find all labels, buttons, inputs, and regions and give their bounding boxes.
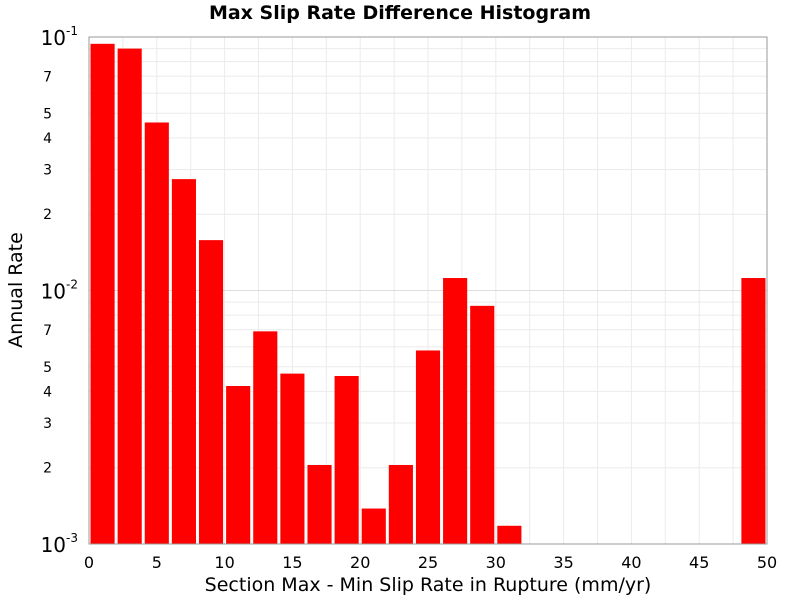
histogram-bar [361, 508, 386, 544]
y-tick-label: 10-1 [41, 24, 78, 50]
x-tick-label: 5 [152, 553, 162, 572]
x-tick-label: 15 [282, 553, 302, 572]
histogram-bar [741, 278, 766, 544]
x-axis-label: Section Max - Min Slip Rate in Rupture (… [205, 574, 652, 596]
y-minor-tick-label: 5 [43, 360, 52, 376]
x-tick-label: 40 [621, 553, 641, 572]
y-axis-ticks: 10-3 10-2 10-1 2 3 4 5 7 2 3 4 5 7 [41, 24, 78, 557]
histogram-bar [443, 278, 468, 544]
x-tick-label: 35 [553, 553, 573, 572]
histogram-bar [280, 373, 305, 544]
y-minor-tick-label: 7 [43, 69, 52, 85]
histogram-bar [415, 350, 441, 544]
histogram-bar [470, 305, 495, 544]
chart-title: Max Slip Rate Difference Histogram [208, 2, 592, 24]
y-minor-tick-label: 2 [43, 461, 52, 477]
x-tick-label: 10 [214, 553, 234, 572]
histogram-bar [497, 525, 522, 544]
x-tick-label: 45 [689, 553, 709, 572]
y-minor-tick-label: 3 [43, 163, 52, 179]
histogram-bar [171, 179, 196, 545]
y-tick-label: 10-2 [41, 278, 78, 304]
x-tick-label: 20 [350, 553, 370, 572]
x-axis-ticks: 0 5 10 15 20 25 30 35 40 45 50 [84, 553, 777, 572]
x-tick-label: 25 [418, 553, 438, 572]
x-tick-label: 0 [84, 553, 94, 572]
y-minor-tick-label: 3 [43, 416, 52, 432]
y-axis-label: Annual Rate [5, 232, 27, 348]
y-minor-tick-label: 4 [43, 384, 52, 400]
histogram-bar [226, 386, 251, 544]
histogram-bar [253, 331, 278, 544]
y-minor-tick-label: 2 [43, 207, 52, 223]
x-tick-label: 50 [757, 553, 777, 572]
y-minor-tick-label: 5 [43, 106, 52, 122]
histogram-bar [307, 464, 332, 544]
histogram-bar [388, 464, 413, 544]
bars [90, 43, 766, 545]
y-tick-label: 10-3 [41, 531, 78, 557]
histogram-bar [90, 43, 115, 545]
histogram-bar [144, 122, 169, 544]
histogram-bar [117, 48, 142, 545]
x-tick-label: 30 [486, 553, 506, 572]
histogram-bar [334, 375, 359, 544]
histogram-bar [198, 240, 224, 544]
y-minor-tick-label: 4 [43, 131, 52, 147]
y-minor-tick-label: 7 [43, 323, 52, 339]
plot-border [88, 36, 768, 545]
